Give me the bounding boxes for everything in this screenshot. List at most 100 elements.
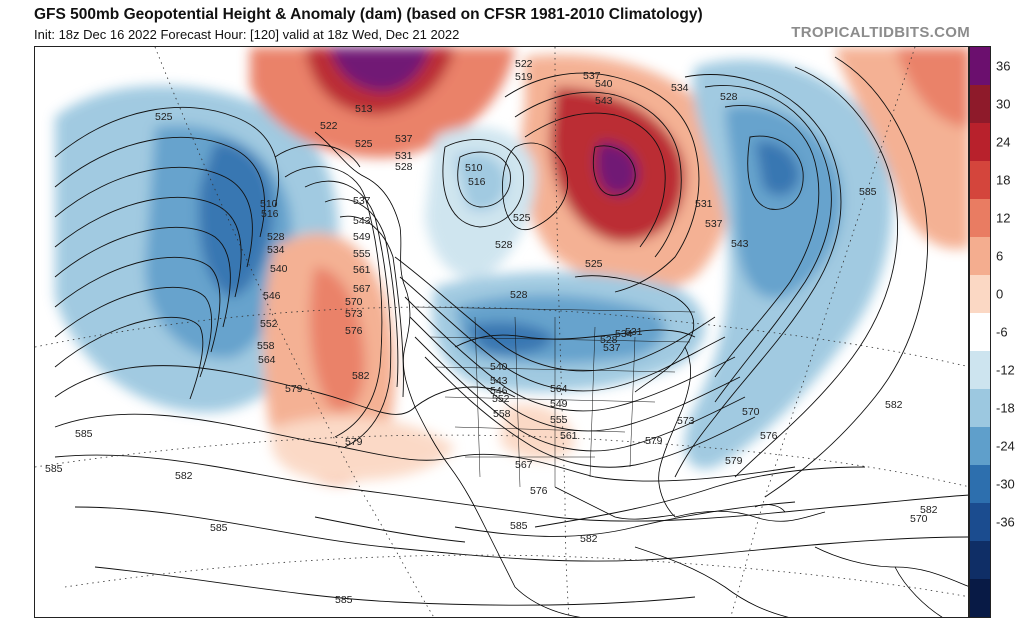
- contour-label: 513: [355, 103, 373, 115]
- contour-label: 549: [353, 231, 371, 243]
- colorbar-tick-label: -24: [996, 438, 1015, 454]
- colorbar-tick-label: 0: [996, 286, 1004, 302]
- contour-label: 525: [355, 138, 373, 150]
- contour-label: 585: [859, 186, 877, 198]
- contour-label: 567: [515, 459, 533, 471]
- forecast-info: Init: 18z Dec 16 2022 Forecast Hour: [12…: [34, 27, 460, 42]
- colorbar-tick-label: -18: [996, 400, 1015, 416]
- anomaly-blue-pacific-center: [198, 142, 274, 297]
- colorbar-tick-label: 36: [996, 58, 1011, 74]
- contour-label: 543: [595, 95, 613, 107]
- anomaly-blue-atlantic-center: [755, 141, 800, 196]
- contour-label: 549: [550, 398, 568, 410]
- colorbar-swatch: [970, 85, 990, 123]
- colorbar-swatch: [970, 541, 990, 579]
- contour-label: 585: [510, 520, 528, 532]
- anomaly-purple-canada: [595, 142, 639, 196]
- contour-label: 582: [580, 533, 598, 545]
- colorbar-swatch: [970, 199, 990, 237]
- colorbar-tick-label: -6: [996, 324, 1008, 340]
- colorbar-swatch: [970, 579, 990, 617]
- contour-label: 540: [490, 361, 508, 373]
- colorbar-tick-label: -12: [996, 362, 1015, 378]
- contour-label: 564: [550, 383, 568, 395]
- contour-label: 570: [742, 406, 760, 418]
- contour-label: 522: [320, 120, 338, 132]
- contour-label: 546: [263, 290, 281, 302]
- contour-label: 537: [583, 70, 601, 82]
- colorbar-tick-label: 24: [996, 134, 1011, 150]
- colorbar-tick-label: 12: [996, 210, 1011, 226]
- colorbar-swatch: [970, 237, 990, 275]
- contour-label: 573: [677, 415, 695, 427]
- contour-label: 576: [760, 430, 778, 442]
- contour-label: 576: [345, 325, 363, 337]
- latlon-grid: [35, 47, 968, 617]
- anomaly-map: 525 510 516 528 534 540 546 552 558 564 579 585 585 5…: [35, 47, 968, 617]
- contour-label: 579: [645, 435, 663, 447]
- contour-label: 537: [353, 195, 371, 207]
- contour-label: 528: [267, 231, 285, 243]
- colorbar-tick-label: 18: [996, 172, 1011, 188]
- contour-label: 573: [345, 308, 363, 320]
- anomaly-blue-atlantic-core: [725, 105, 843, 299]
- contour-label: 543: [731, 238, 749, 250]
- contour-label: 534: [671, 82, 689, 94]
- contour-label: 582: [352, 370, 370, 382]
- contour-label: 528: [510, 289, 528, 301]
- contour-label: 528: [600, 334, 618, 346]
- contour-label: 540: [595, 78, 613, 90]
- colorbar-swatch: [970, 161, 990, 199]
- contour-label: 537: [395, 133, 413, 145]
- contour-label: 585: [335, 594, 353, 606]
- contour-label: 552: [492, 393, 510, 405]
- colorbar-swatch: [970, 47, 990, 85]
- contour-label: 582: [175, 470, 193, 482]
- contour-label: 570: [345, 296, 363, 308]
- contour-label: 558: [257, 340, 275, 352]
- colorbar-swatch: [970, 313, 990, 351]
- contour-label: 582: [885, 399, 903, 411]
- coastlines: [314, 131, 968, 617]
- contour-label: 519: [515, 71, 533, 83]
- contour-label: 525: [155, 111, 173, 123]
- contour-label: 516: [468, 176, 486, 188]
- colorbar-tick-label: 30: [996, 96, 1011, 112]
- anomaly-purple-north: [330, 47, 430, 92]
- chart-title: GFS 500mb Geopotential Height & Anomaly …: [34, 6, 703, 23]
- contour-label: 567: [353, 283, 371, 295]
- anomaly-blue-hudson-core: [455, 153, 507, 211]
- contour-label: 576: [530, 485, 548, 497]
- contour-label: 561: [560, 430, 578, 442]
- colorbar-tick-label: -30: [996, 476, 1015, 492]
- contour-label: 585: [75, 428, 93, 440]
- contour-label: 552: [260, 318, 278, 330]
- contour-label: 564: [258, 354, 276, 366]
- contour-label: 579: [725, 455, 743, 467]
- anomaly-red-atlantic-core: [895, 47, 968, 127]
- colorbar-swatch: [970, 351, 990, 389]
- contour-label: 543: [490, 375, 508, 387]
- contour-label: 516: [261, 208, 279, 220]
- contour-label: 528: [395, 161, 413, 173]
- anomaly-red-west-core: [310, 267, 365, 411]
- contour-label: 537: [705, 218, 723, 230]
- colorbar-swatch: [970, 465, 990, 503]
- contour-label: 570: [910, 513, 928, 525]
- contour-label: 528: [720, 91, 738, 103]
- contour-label: 540: [270, 263, 288, 275]
- colorbar-swatch: [970, 275, 990, 313]
- contour-label: 582: [920, 504, 938, 516]
- contour-label: 585: [210, 522, 228, 534]
- contour-label: 555: [353, 248, 371, 260]
- site-credit: TROPICALTIDBITS.COM: [791, 24, 970, 41]
- anomaly-blue-central-center: [465, 321, 555, 355]
- colorbar-swatch: [970, 389, 990, 427]
- anomaly-red-southwest: [271, 416, 455, 481]
- contour-label: 585: [45, 463, 63, 475]
- contour-label: 543: [353, 215, 371, 227]
- contour-label: 525: [585, 258, 603, 270]
- contour-label: 537: [603, 342, 621, 354]
- map-panel: 525 510 516 528 534 540 546 552 558 564 579 585 585 5…: [34, 46, 969, 618]
- contour-label: 510: [465, 162, 483, 174]
